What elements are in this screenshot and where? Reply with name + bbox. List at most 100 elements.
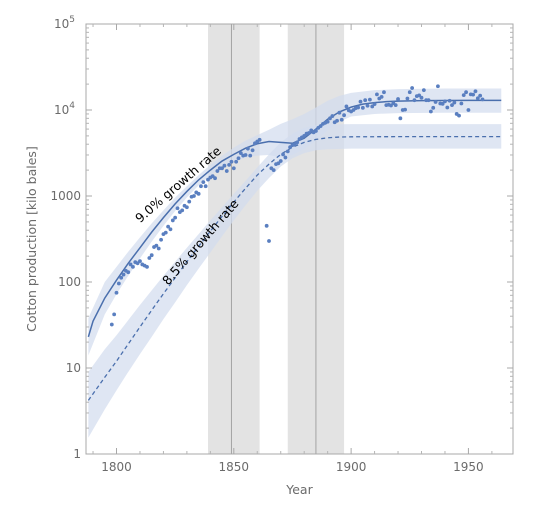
data-point bbox=[342, 113, 346, 118]
data-point bbox=[170, 218, 175, 223]
data-point bbox=[344, 104, 349, 109]
x-tick-label: 1900 bbox=[336, 460, 367, 474]
data-point bbox=[419, 95, 424, 100]
data-point bbox=[156, 246, 161, 251]
data-point bbox=[154, 243, 159, 248]
data-point bbox=[393, 103, 398, 108]
data-point bbox=[480, 97, 485, 102]
data-point bbox=[250, 148, 255, 153]
data-point bbox=[396, 97, 400, 101]
data-point bbox=[159, 237, 163, 242]
data-point bbox=[471, 92, 476, 97]
data-point bbox=[238, 151, 243, 156]
data-point bbox=[443, 99, 447, 104]
data-point bbox=[248, 153, 253, 158]
data-point bbox=[440, 101, 445, 106]
data-point bbox=[201, 180, 206, 185]
data-point bbox=[461, 93, 466, 98]
data-point bbox=[283, 155, 288, 160]
data-point bbox=[271, 168, 276, 173]
data-point bbox=[328, 116, 332, 121]
y-tick-label: 1000 bbox=[50, 189, 81, 203]
data-point bbox=[433, 100, 438, 104]
data-point bbox=[126, 270, 131, 275]
y-tick-label: 105 bbox=[54, 15, 75, 31]
data-point bbox=[412, 98, 417, 103]
x-tick-label: 1800 bbox=[101, 460, 132, 474]
y-tick-label: 10 bbox=[66, 361, 81, 375]
data-point bbox=[403, 107, 407, 112]
data-point bbox=[180, 208, 185, 213]
data-point bbox=[337, 110, 342, 115]
data-point bbox=[192, 194, 196, 198]
data-point bbox=[339, 117, 344, 122]
data-point bbox=[372, 102, 377, 107]
data-point bbox=[231, 166, 236, 171]
data-point bbox=[264, 223, 269, 228]
y-tick-label: 100 bbox=[58, 275, 81, 289]
data-point bbox=[426, 98, 431, 103]
data-point bbox=[213, 176, 217, 181]
data-point bbox=[436, 84, 440, 89]
data-point bbox=[131, 264, 135, 269]
data-point bbox=[203, 184, 208, 189]
y-tick-label: 1 bbox=[73, 447, 81, 461]
data-point bbox=[220, 166, 224, 171]
data-points bbox=[109, 84, 485, 327]
data-point bbox=[245, 146, 250, 151]
data-point bbox=[243, 153, 248, 157]
data-point bbox=[431, 105, 436, 110]
data-point bbox=[428, 109, 433, 114]
confidence-band-2 bbox=[88, 124, 502, 438]
fit-line-8-5pct bbox=[87, 135, 502, 401]
data-point bbox=[447, 98, 452, 103]
data-point bbox=[295, 140, 300, 145]
data-point bbox=[417, 93, 422, 98]
y-tick-label: 104 bbox=[54, 101, 75, 117]
data-point bbox=[360, 105, 365, 110]
data-point bbox=[229, 159, 234, 164]
fit-lines bbox=[87, 99, 502, 401]
data-point bbox=[196, 191, 201, 196]
data-point bbox=[365, 103, 370, 108]
data-point bbox=[128, 262, 133, 267]
x-tick-label: 1850 bbox=[219, 460, 250, 474]
data-point bbox=[281, 152, 285, 157]
data-point bbox=[466, 108, 471, 112]
data-point bbox=[450, 103, 454, 108]
vertical-reference-lines bbox=[230, 24, 317, 454]
data-point bbox=[109, 322, 114, 327]
data-point bbox=[363, 98, 368, 103]
data-point bbox=[145, 264, 149, 269]
data-point bbox=[184, 205, 189, 210]
data-point bbox=[199, 184, 203, 189]
data-point bbox=[149, 253, 154, 258]
data-point bbox=[375, 92, 379, 97]
data-point bbox=[222, 163, 227, 168]
data-point bbox=[163, 230, 168, 235]
data-point bbox=[314, 129, 318, 133]
data-point bbox=[358, 99, 363, 104]
data-point bbox=[187, 199, 192, 204]
data-point bbox=[370, 104, 375, 109]
fit-line-9pct bbox=[87, 99, 502, 338]
data-point bbox=[276, 161, 281, 166]
data-point bbox=[478, 93, 483, 98]
data-point bbox=[267, 239, 271, 243]
data-point bbox=[382, 90, 386, 95]
data-point bbox=[224, 169, 229, 173]
data-point bbox=[234, 159, 239, 164]
x-tick-label: 1950 bbox=[453, 460, 484, 474]
plot-frame bbox=[85, 23, 514, 455]
data-point bbox=[379, 95, 384, 99]
data-point bbox=[138, 259, 142, 263]
y-axis-title: Cotton production [kilo bales] bbox=[24, 146, 39, 332]
data-point bbox=[475, 96, 480, 101]
data-point bbox=[356, 105, 361, 110]
data-point bbox=[421, 88, 426, 93]
data-point bbox=[325, 119, 330, 124]
data-point bbox=[168, 227, 173, 232]
data-point bbox=[459, 101, 464, 106]
data-point bbox=[147, 256, 152, 260]
